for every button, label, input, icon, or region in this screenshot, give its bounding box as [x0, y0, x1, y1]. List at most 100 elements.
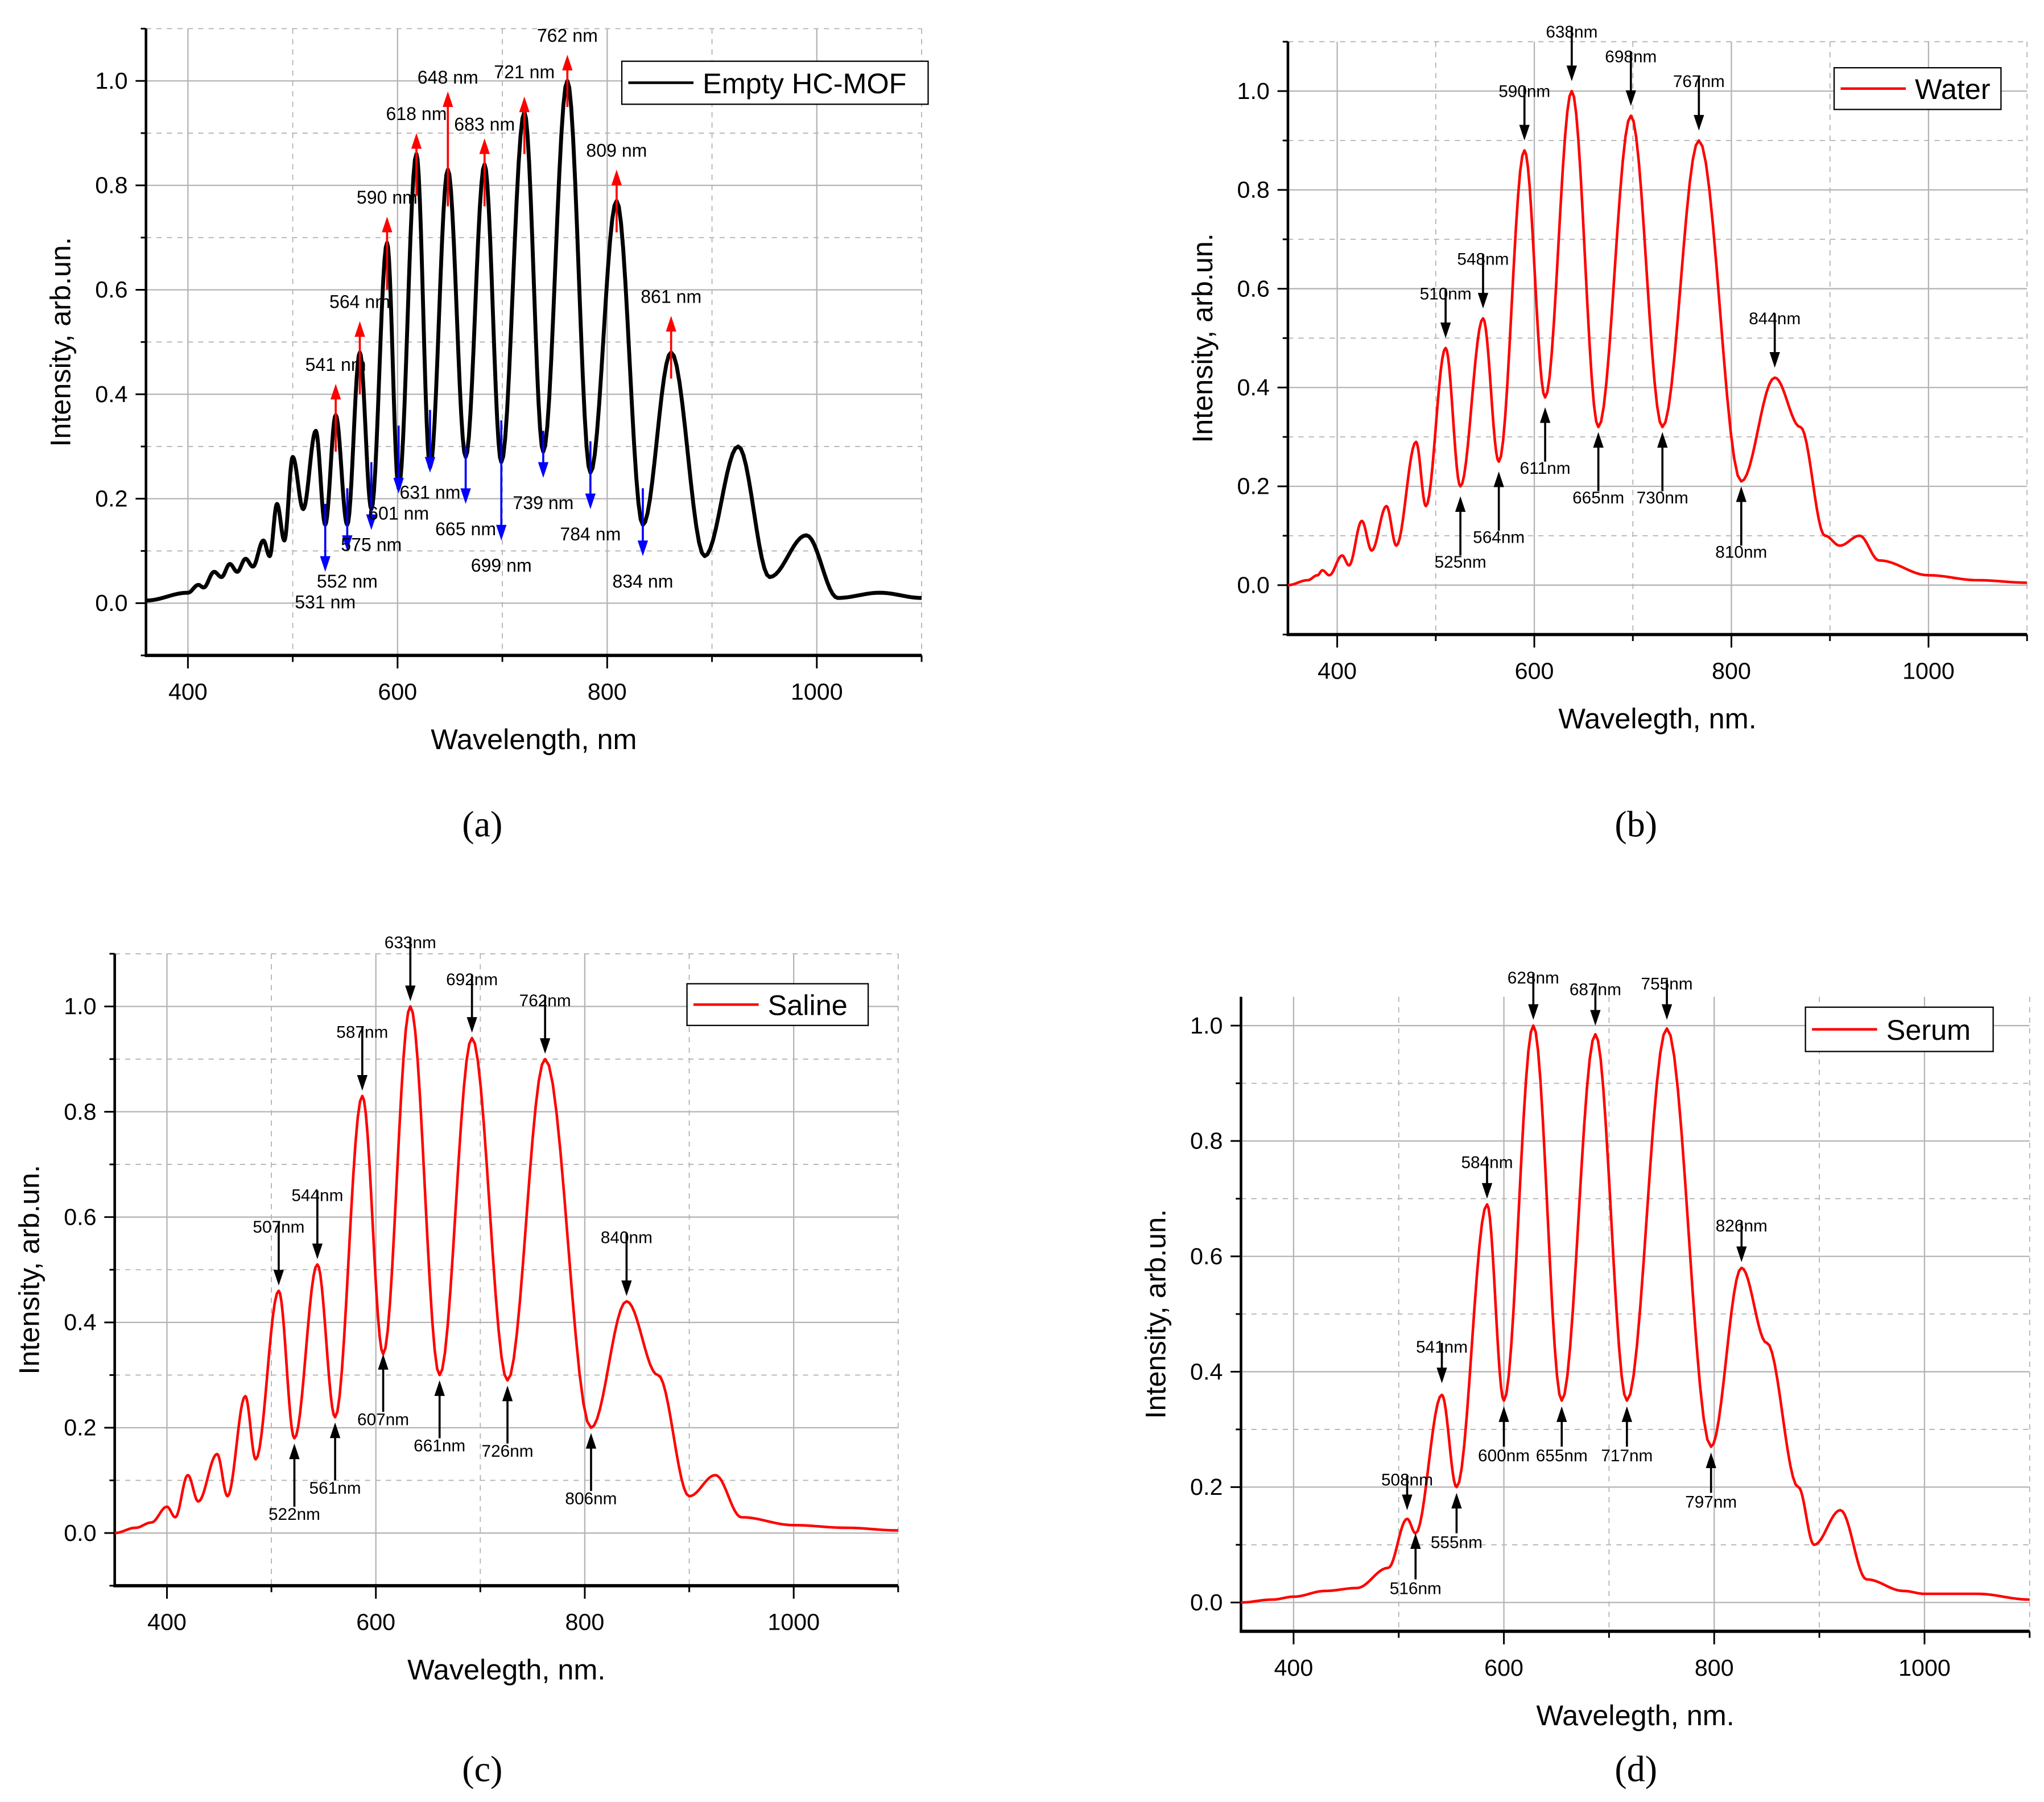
annotation-arrowhead [466, 1017, 477, 1033]
annotation-arrowhead [1736, 486, 1746, 502]
annotation-699nm: 699 nm [471, 420, 532, 576]
annotation-label: 784 nm [560, 524, 621, 544]
annotation-arrowhead [585, 1433, 597, 1449]
annotation-611nm: 611nm [1520, 407, 1571, 478]
annotation-717nm: 717nm [1601, 1406, 1653, 1465]
annotation-arrowhead [1481, 1183, 1493, 1199]
annotation-label: 726nm [482, 1442, 534, 1461]
annotation-label: 661nm [414, 1437, 465, 1456]
annotation-arrowhead [502, 1385, 513, 1402]
annotation-label: 631 nm [399, 482, 460, 503]
annotation-label: 767nm [1673, 72, 1725, 91]
x-tick-label: 800 [565, 1609, 605, 1635]
annotation-762nm: 762nm [519, 991, 571, 1054]
annotation-552nm: 552 nm [317, 488, 378, 592]
annotation-arrowhead [366, 514, 377, 530]
y-axis-label: Intensity, arb.un. [1139, 1209, 1172, 1419]
annotation-840nm: 840nm [601, 1229, 653, 1296]
annotation-label: 575 nm [341, 535, 402, 555]
annotation-arrowhead [273, 1270, 284, 1286]
y-axis-label: Intensity, arb.un. [1186, 233, 1219, 443]
annotation-arrowhead [1498, 1406, 1509, 1422]
annotation-683nm: 683 nm [454, 114, 515, 206]
annotation-arrowhead [1625, 90, 1636, 106]
annotation-arrowhead [1706, 1452, 1716, 1469]
annotation-label: 584nm [1461, 1154, 1513, 1172]
annotation-label: 555nm [1431, 1533, 1483, 1552]
annotation-arrowhead [1455, 496, 1466, 512]
y-tick-label: 0.6 [95, 276, 127, 303]
annotation-638nm: 638nm [1546, 23, 1597, 81]
annotation-label: 564 nm [329, 292, 390, 312]
x-tick-label: 400 [1274, 1655, 1313, 1681]
annotation-655nm: 655nm [1536, 1406, 1588, 1465]
y-tick-label: 0.0 [1237, 572, 1270, 598]
annotation-631nm: 631 nm [399, 410, 460, 503]
annotation-label: 590 nm [357, 187, 418, 208]
annotation-687nm: 687nm [1570, 980, 1621, 1026]
x-axis-label: Wavelegth, nm. [1536, 1699, 1734, 1731]
annotation-label: 628nm [1508, 969, 1559, 987]
annotation-label: 840nm [601, 1229, 653, 1247]
annotation-806nm: 806nm [565, 1433, 617, 1508]
annotation-arrowhead [382, 216, 393, 233]
series-line-serum [1241, 1024, 2030, 1604]
annotation-522nm: 522nm [269, 1443, 320, 1524]
annotation-label: 618 nm [386, 104, 447, 124]
x-axis-label: Wavelegth, nm. [407, 1654, 605, 1686]
annotation-label: 730nm [1637, 489, 1688, 507]
annotation-label: 638nm [1546, 23, 1597, 42]
annotation-label: 844nm [1749, 309, 1801, 328]
annotation-arrowhead [637, 540, 649, 556]
annotation-arrowhead [1477, 292, 1489, 309]
annotation-label: 561nm [309, 1479, 361, 1498]
panel-caption: (b) [1614, 804, 1657, 845]
annotation-739nm: 739 nm [513, 431, 573, 513]
annotation-arrowhead [479, 138, 490, 154]
x-tick-label: 800 [1712, 658, 1751, 684]
y-tick-label: 0.8 [95, 172, 127, 199]
y-tick-label: 0.2 [64, 1415, 96, 1441]
annotation-510nm: 510nm [1420, 284, 1472, 338]
annotation-label: 683 nm [454, 114, 515, 134]
annotation-arrowhead [1539, 407, 1551, 423]
annotation-arrowhead [342, 535, 353, 551]
annotation-arrowhead [1590, 1010, 1601, 1026]
annotation-arrowhead [1402, 1494, 1413, 1510]
annotation-arrowhead [411, 133, 422, 149]
y-tick-label: 0.6 [1190, 1243, 1223, 1269]
y-tick-label: 1.0 [95, 68, 127, 94]
panel-c-saline-chart: 400 600 800 1000 0.0 0.2 0.4 0.6 0.8 1.0 Wavelegth… [13, 933, 899, 1789]
annotation-arrowhead [405, 985, 416, 1002]
x-tick-label: 1000 [791, 679, 843, 705]
annotation-755nm: 755nm [1641, 974, 1693, 1020]
annotation-label: 699 nm [471, 555, 532, 576]
annotation-label: 607nm [357, 1410, 409, 1429]
annotation-arrowhead [1410, 1533, 1421, 1549]
annotation-730nm: 730nm [1637, 432, 1688, 507]
x-tick-label: 600 [1515, 658, 1554, 684]
x-tick-label: 800 [1695, 1655, 1734, 1681]
annotation-648nm: 648 nm [418, 67, 478, 206]
annotation-661nm: 661nm [414, 1380, 465, 1456]
y-tick-label: 0.6 [1237, 275, 1270, 301]
annotation-628nm: 628nm [1508, 969, 1559, 1020]
y-tick-label: 0.8 [1237, 177, 1270, 203]
annotation-810nm: 810nm [1715, 486, 1767, 562]
panel-d-serum-chart: 400 600 800 1000 0.0 0.2 0.4 0.6 0.8 1.0 Wavelegth… [1139, 969, 2031, 1789]
annotation-label: 633nm [385, 933, 436, 952]
annotation-label: 548nm [1457, 250, 1509, 269]
annotation-arrowhead [289, 1443, 300, 1460]
legend: Water [1833, 67, 2002, 110]
annotation-arrowhead [1593, 432, 1604, 448]
y-tick-label: 0.8 [1190, 1128, 1223, 1154]
annotation-arrowhead [354, 321, 365, 337]
y-tick-label: 0.4 [1237, 374, 1270, 400]
annotation-584nm: 584nm [1461, 1154, 1513, 1199]
y-tick-label: 1.0 [1190, 1012, 1223, 1039]
annotation-arrowhead [424, 457, 436, 473]
y-tick-label: 0.4 [95, 381, 127, 407]
x-tick-label: 600 [1484, 1655, 1523, 1681]
annotation-564nm: 564nm [1473, 471, 1525, 547]
annotation-600nm: 600nm [1478, 1406, 1530, 1465]
